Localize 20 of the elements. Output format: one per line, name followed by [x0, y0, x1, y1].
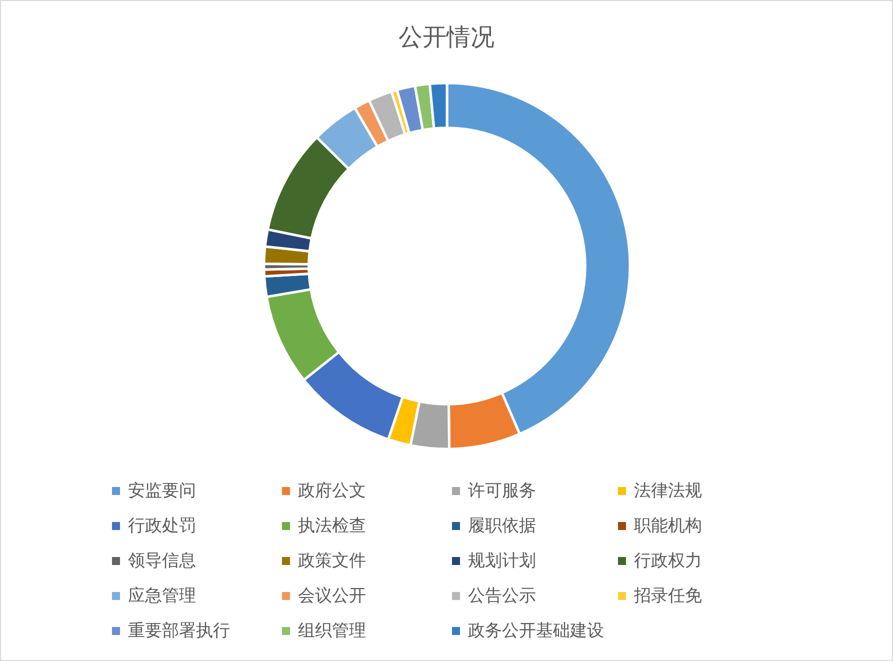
legend-label: 政策文件 — [298, 551, 366, 571]
chart-title: 公开情况 — [398, 23, 494, 51]
legend-label: 行政权力 — [634, 551, 702, 571]
legend-label: 政务公开基础建设 — [468, 621, 604, 641]
legend-label: 履职依据 — [468, 516, 536, 536]
legend-label: 组织管理 — [298, 621, 366, 641]
legend-label: 法律法规 — [634, 481, 702, 501]
legend-label: 重要部署执行 — [128, 621, 230, 641]
legend-label: 执法检查 — [298, 516, 366, 536]
legend-label: 政府公文 — [298, 481, 366, 501]
legend-label: 领导信息 — [128, 551, 196, 571]
legend-label: 招录任免 — [633, 586, 702, 606]
legend-label: 行政处罚 — [128, 516, 196, 536]
legend-label: 安监要问 — [128, 481, 196, 501]
legend-label: 职能机构 — [634, 516, 702, 536]
legend-label: 应急管理 — [128, 586, 196, 606]
legend-label: 许可服务 — [468, 481, 536, 501]
legend-label: 公告公示 — [468, 586, 536, 606]
legend-label: 规划计划 — [468, 551, 536, 571]
legend-label: 会议公开 — [298, 586, 366, 606]
